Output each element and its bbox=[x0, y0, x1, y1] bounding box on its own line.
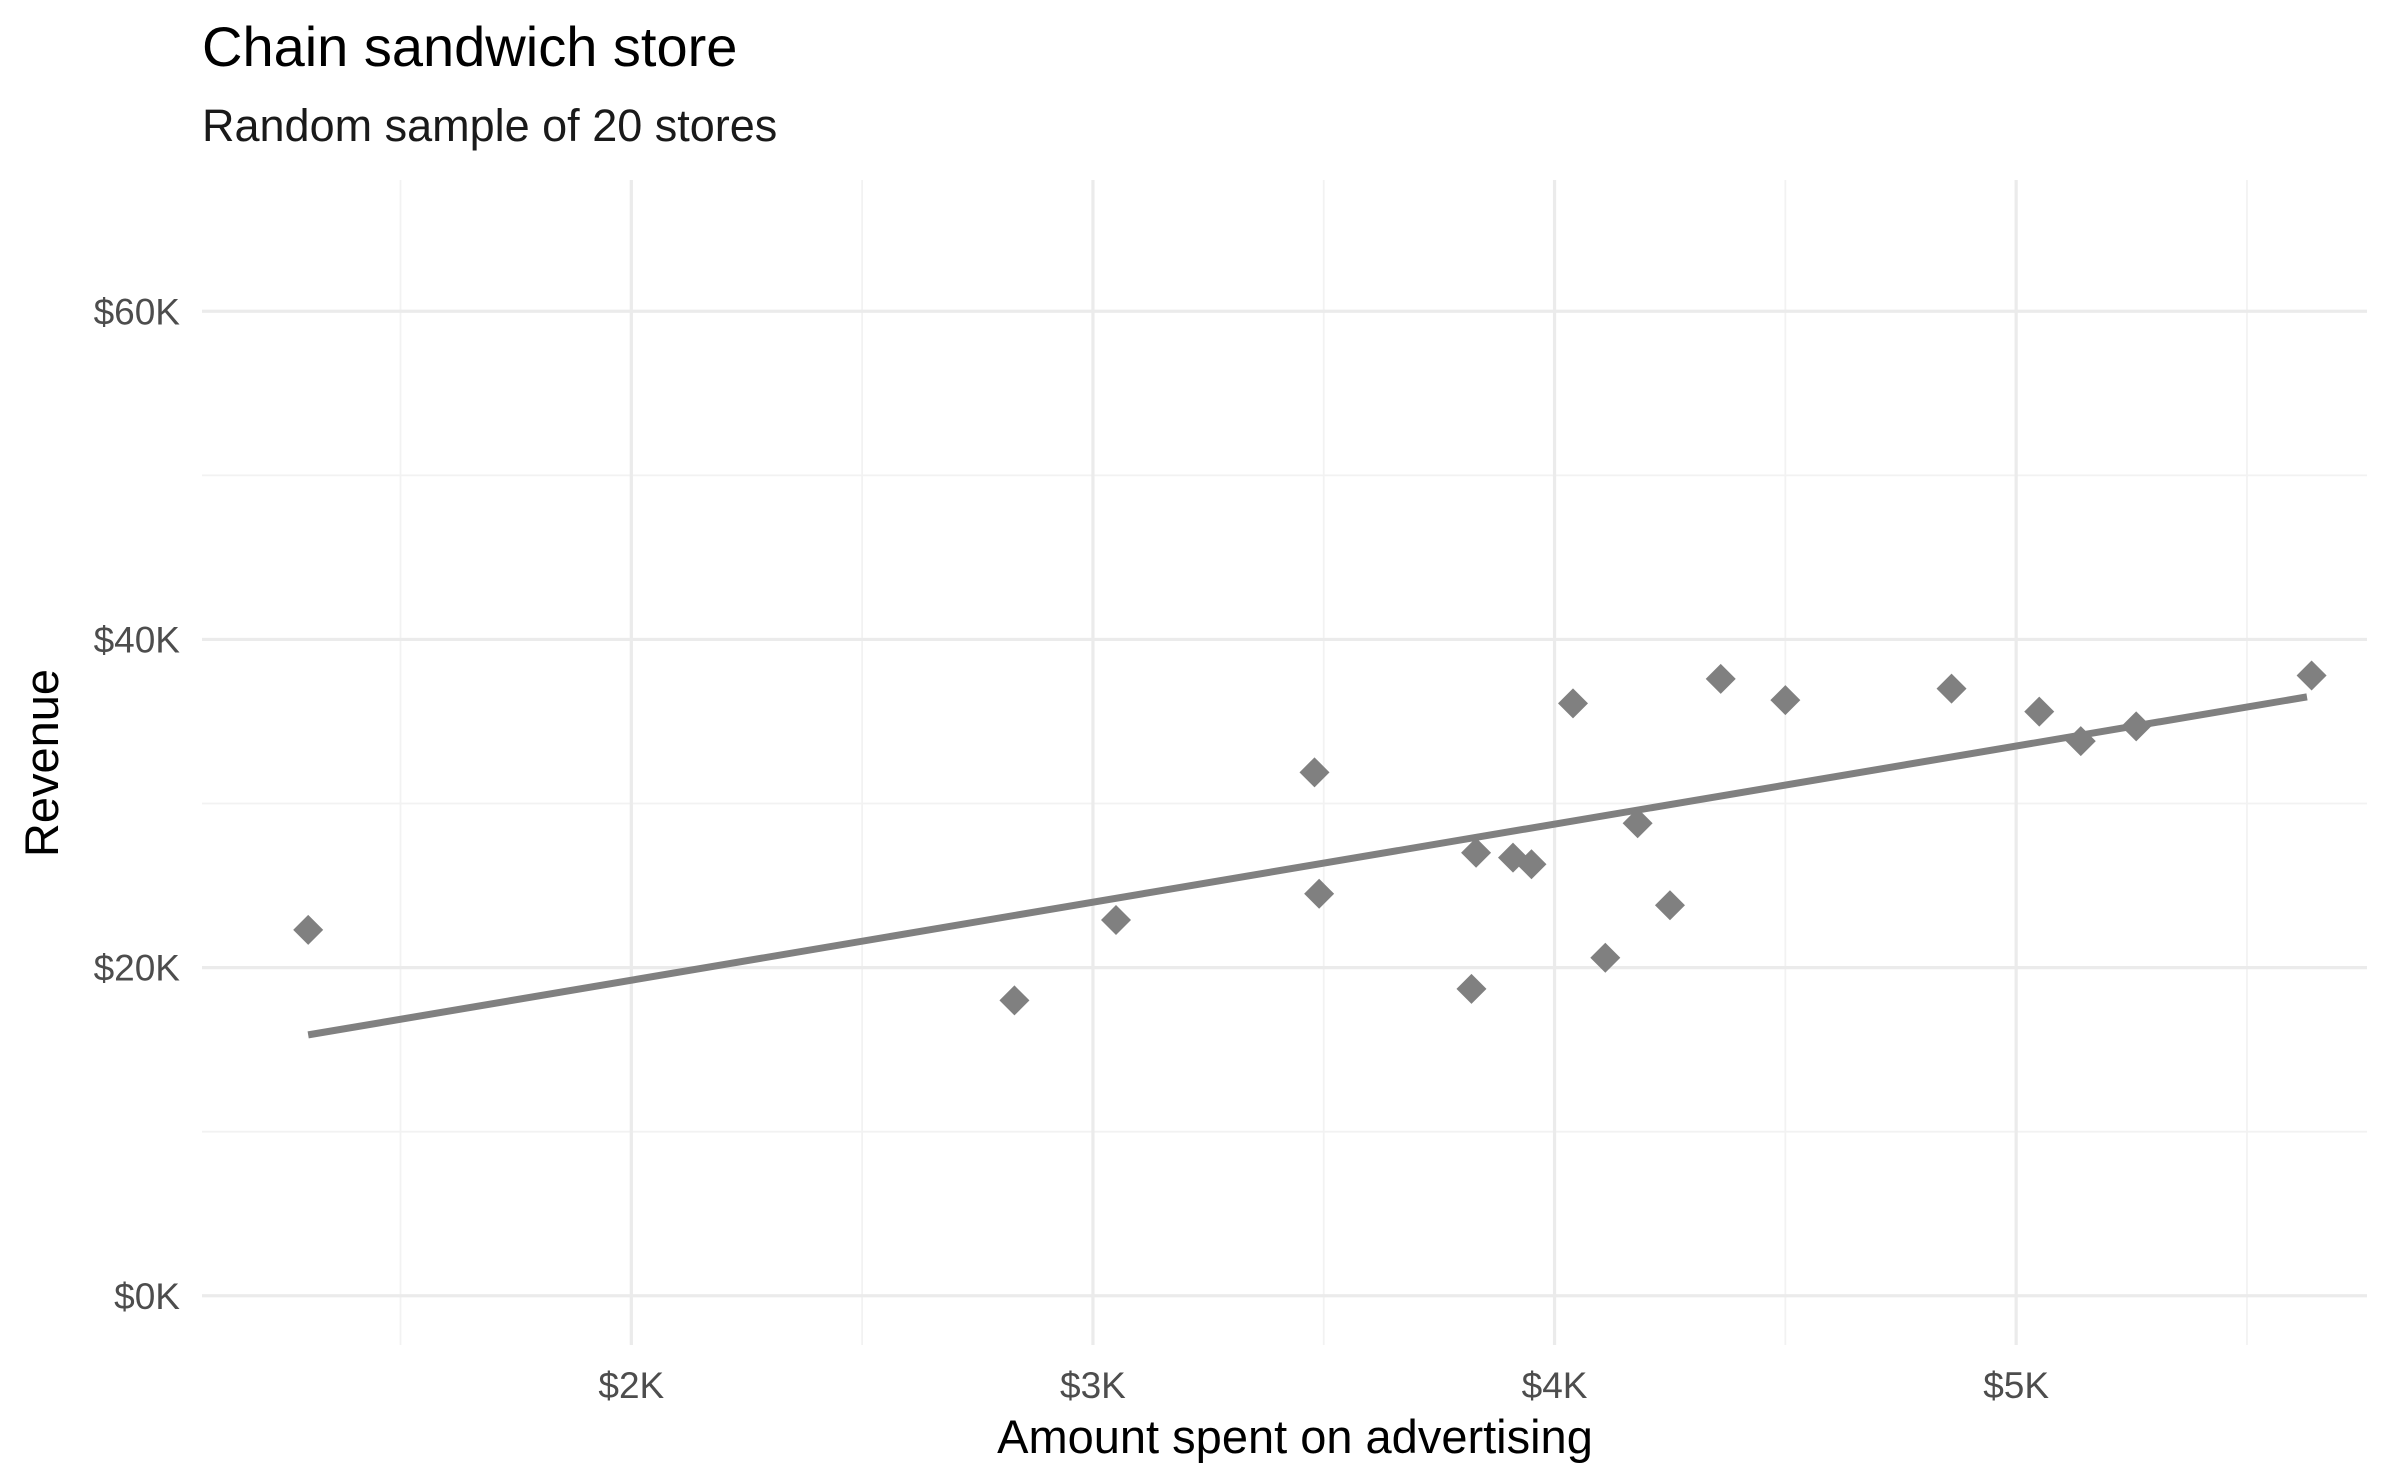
y-tick-label: $0K bbox=[114, 1276, 180, 1317]
x-tick-label: $5K bbox=[1983, 1365, 2049, 1406]
data-point bbox=[1936, 673, 1967, 704]
data-point bbox=[1622, 808, 1653, 839]
data-point bbox=[1516, 849, 1547, 880]
data-point bbox=[2065, 726, 2096, 757]
data-point bbox=[2296, 660, 2327, 691]
data-point bbox=[1461, 837, 1492, 868]
x-tick-label: $2K bbox=[598, 1365, 664, 1406]
regression-line bbox=[307, 693, 2308, 1039]
data-point bbox=[1101, 905, 1132, 936]
data-point bbox=[1654, 890, 1685, 921]
data-point bbox=[293, 914, 324, 945]
data-point bbox=[2024, 696, 2055, 727]
data-point bbox=[1456, 973, 1487, 1004]
data-point bbox=[999, 985, 1030, 1016]
y-axis-ticks: $0K $20K $40K $60K bbox=[94, 291, 181, 1317]
y-axis-title: Revenue bbox=[15, 669, 68, 857]
chart-subtitle: Random sample of 20 stores bbox=[202, 100, 777, 151]
x-tick-label: $3K bbox=[1060, 1365, 1126, 1406]
x-axis-ticks: $2K $3K $4K $5K bbox=[598, 1365, 2049, 1406]
y-tick-label: $60K bbox=[94, 291, 181, 332]
y-tick-label: $40K bbox=[94, 619, 181, 660]
data-points bbox=[293, 660, 2327, 1016]
major-gridlines bbox=[202, 180, 2367, 1345]
x-tick-label: $4K bbox=[1522, 1365, 1588, 1406]
data-point bbox=[1770, 685, 1801, 716]
x-axis-title: Amount spent on advertising bbox=[997, 1410, 1593, 1463]
data-point bbox=[1705, 663, 1736, 694]
data-point bbox=[1558, 688, 1589, 719]
chart-title: Chain sandwich store bbox=[202, 15, 737, 78]
data-point bbox=[1590, 942, 1621, 973]
minor-gridlines bbox=[202, 180, 2367, 1345]
data-point bbox=[1299, 757, 1330, 788]
data-point bbox=[1304, 878, 1335, 909]
fit-line-layer bbox=[307, 693, 2308, 1039]
y-tick-label: $20K bbox=[94, 948, 181, 989]
data-point bbox=[2121, 711, 2152, 742]
